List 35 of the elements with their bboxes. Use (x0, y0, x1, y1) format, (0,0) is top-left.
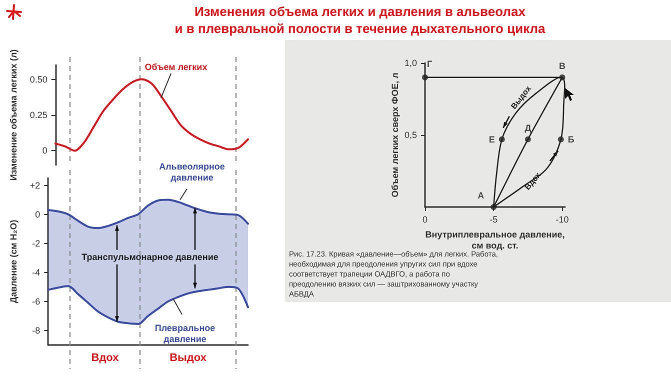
series-label: Альвеолярное давление (159, 162, 225, 183)
y-axis-title: Давление (см H₂O) (8, 220, 18, 304)
y-tick-label: 0.50 (30, 74, 48, 84)
text: Вдох (91, 352, 120, 364)
y-tick-label: +2 (30, 180, 40, 190)
x-axis-title: Внутриплевральное давление, см вод. ст. (425, 229, 565, 250)
x-tick-label: 0 (422, 214, 428, 224)
line-series (54, 78, 249, 152)
data-label: Б (568, 134, 575, 144)
y-tick-label: -8 (32, 325, 40, 336)
y-tick-label: 1,0 (404, 58, 417, 68)
y-tick-label: -6 (32, 296, 40, 306)
data-label: Д (524, 122, 532, 133)
x-tick-label: -5 (490, 214, 498, 224)
y-axis-title: Объем легких сверх ФОЕ, л (390, 72, 400, 198)
point (524, 136, 531, 142)
y-tick-label: 0 (42, 146, 48, 156)
point (422, 74, 428, 80)
line-series (47, 198, 249, 230)
annotation: Транспульмонарное давление (82, 252, 218, 262)
series-label: Объем легких (144, 62, 208, 72)
x-tick-label: -10 (556, 214, 569, 224)
series-label: Плевральное давление (154, 322, 216, 344)
line-series (47, 285, 249, 325)
text: Изменения объема легких и давления в альвеолах и в плевральной полости в течение дыхательного цикла (174, 3, 546, 37)
text: Выдох (170, 352, 208, 364)
y-axis-title: Изменение объема легких (л) (8, 49, 18, 181)
data-label: А (478, 190, 485, 200)
data-label: В (559, 60, 566, 71)
y-tick-label: -2 (32, 238, 40, 248)
y-tick-label: 0.25 (30, 110, 48, 120)
y-tick-label: 0,5 (404, 130, 417, 140)
data-label: Г (427, 58, 432, 69)
y-tick-label: -4 (32, 267, 40, 278)
data-label: Е (488, 134, 495, 144)
